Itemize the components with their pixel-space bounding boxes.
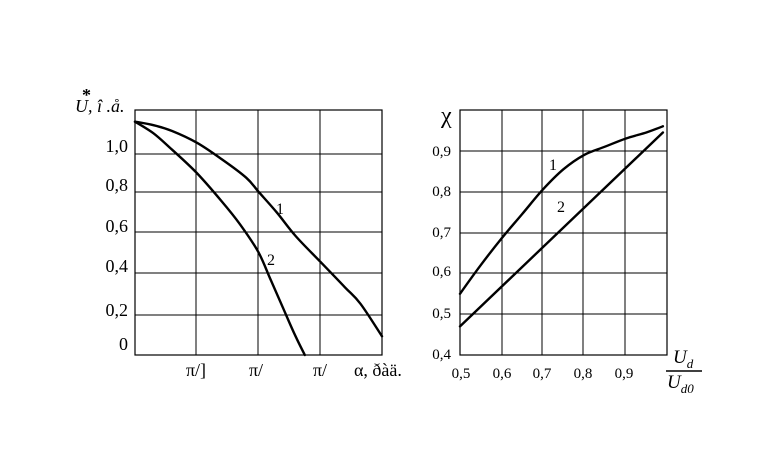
right-x-tick-label: 0,8 (574, 366, 593, 382)
right-series-2-line (458, 131, 665, 328)
svg-text:Ud: Ud (673, 347, 694, 371)
left-x-tick-label: π/ (313, 360, 327, 380)
left-series-2-label: 2 (267, 252, 275, 269)
right-y-tick-label: 0,4 (432, 347, 451, 363)
left-x-tick-label: π/ (249, 360, 263, 380)
left-series-1-label: 1 (276, 201, 284, 218)
right-x-label-numerator: U (673, 347, 688, 368)
left-y-tick-label: 0,6 (106, 216, 129, 236)
right-plot-frame (459, 109, 668, 356)
right-series-2-label: 2 (557, 199, 565, 216)
right-y-tick-label: 0,6 (432, 264, 451, 280)
right-y-tick-label: 0,7 (432, 225, 451, 241)
left-series-1-line (133, 120, 384, 338)
left-grid (135, 110, 382, 355)
left-y-axis-label-mark: * (82, 85, 91, 105)
right-x-tick-label: 0,9 (615, 366, 634, 382)
left-y-tick-label: 1,0 (106, 136, 129, 156)
right-x-tick-label: 0,5 (452, 366, 471, 382)
right-y-tick-label: 0,5 (432, 306, 451, 322)
left-x-tick-label: π/] (186, 360, 206, 380)
svg-text:Ud0: Ud0 (667, 372, 694, 396)
left-series-2-line (133, 120, 306, 357)
left-x-axis-label: α, ðàä. (354, 360, 402, 380)
right-x-axis-label: Ud Ud0 (666, 347, 702, 396)
right-x-tick-label: 0,7 (533, 366, 552, 382)
right-y-axis-label: χ (440, 103, 452, 129)
right-series-1-label: 1 (549, 157, 557, 174)
right-chart: 1 2 0,9 0,8 0,7 0,6 0,5 0,4 0,5 0,6 0,7 … (432, 103, 702, 396)
left-y-tick-label: 0,8 (106, 175, 129, 195)
left-y-tick-label: 0,4 (106, 256, 129, 276)
right-x-tick-label: 0,6 (493, 366, 512, 382)
left-y-tick-label: 0,2 (106, 300, 129, 320)
left-y-tick-label: 0 (119, 334, 128, 354)
right-grid (460, 110, 667, 355)
right-y-tick-label: 0,9 (432, 144, 451, 160)
right-x-label-denominator: U (667, 372, 682, 393)
left-chart: 1 2 1,0 0,8 0,6 0,4 0,2 0 π/] π/ π/ α, ð… (75, 85, 402, 380)
left-y-axis-label: U, î .å. (75, 96, 125, 116)
right-x-label-numerator-sub: d (687, 356, 694, 371)
right-y-tick-label: 0,8 (432, 184, 451, 200)
right-series-1-line (458, 125, 665, 295)
left-plot-frame (134, 109, 383, 356)
right-x-label-denominator-sub: d0 (681, 381, 695, 396)
